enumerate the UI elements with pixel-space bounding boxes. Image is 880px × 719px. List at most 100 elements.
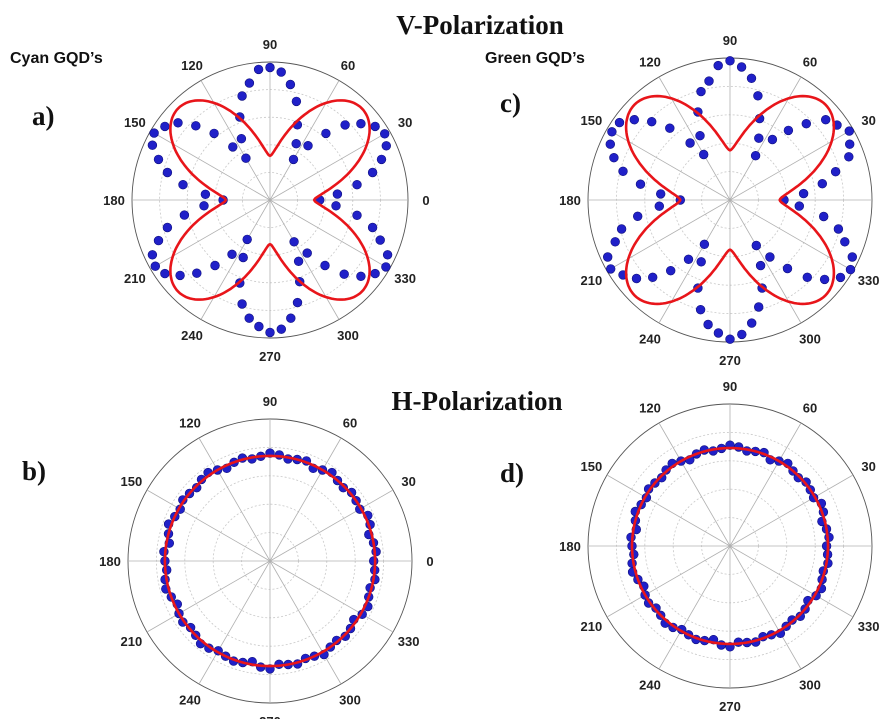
angle-tick-label: 180 <box>559 193 581 208</box>
data-point <box>840 237 850 247</box>
angle-spoke <box>658 422 731 547</box>
angle-tick-label: 0 <box>426 554 433 569</box>
data-point <box>356 118 366 129</box>
data-point <box>237 91 247 101</box>
data-point <box>725 334 735 344</box>
angle-tick-label: 300 <box>337 328 359 343</box>
data-point <box>798 188 809 199</box>
angle-spoke <box>269 560 394 633</box>
data-point <box>160 121 170 132</box>
fit-curve <box>169 99 371 301</box>
angle-tick-label: 120 <box>639 54 661 69</box>
data-point <box>737 329 747 340</box>
data-point <box>847 252 857 262</box>
data-point <box>352 180 362 190</box>
data-point <box>370 121 380 132</box>
data-point <box>265 327 275 338</box>
data-point <box>238 252 248 263</box>
data-point <box>631 273 642 284</box>
data-point <box>767 134 778 145</box>
angle-tick-label: 0 <box>422 193 429 208</box>
data-point <box>750 151 761 161</box>
data-point <box>367 167 378 178</box>
data-point <box>236 134 247 144</box>
data-point <box>632 211 643 222</box>
data-point <box>228 142 238 152</box>
data-point <box>819 274 830 285</box>
data-point <box>736 62 747 72</box>
data-point <box>265 62 275 73</box>
angle-spoke <box>269 489 394 562</box>
data-point <box>818 211 829 222</box>
fit-curve <box>630 446 830 646</box>
data-point <box>381 262 391 272</box>
data-point <box>830 167 841 177</box>
data-point <box>153 235 164 246</box>
angle-spoke <box>200 199 271 320</box>
data-point <box>381 141 391 151</box>
fit-curve <box>163 454 377 668</box>
data-point <box>340 120 350 130</box>
data-point <box>291 139 301 149</box>
angle-tick-label: 270 <box>259 349 281 364</box>
data-point <box>655 189 666 199</box>
angle-tick-label: 120 <box>179 415 201 430</box>
angle-tick-label: 60 <box>803 400 817 415</box>
data-point <box>321 128 331 139</box>
angle-tick-label: 60 <box>803 54 817 69</box>
data-point <box>162 167 173 178</box>
angle-tick-label: 210 <box>124 271 146 286</box>
angle-spoke <box>146 560 271 633</box>
data-point <box>369 556 379 566</box>
data-point <box>746 73 757 84</box>
angle-spoke <box>606 545 731 618</box>
sample-label-cyan: Cyan GQD’s <box>10 50 103 67</box>
fit-curve <box>624 94 836 306</box>
data-point <box>162 222 173 233</box>
data-point <box>685 138 695 148</box>
data-point <box>802 272 812 282</box>
sample-label-green: Green GQD’s <box>485 50 585 67</box>
data-point <box>339 269 349 279</box>
data-point <box>783 125 794 136</box>
data-point <box>610 237 620 247</box>
data-point <box>380 129 390 139</box>
angle-spoke <box>658 545 731 670</box>
angle-spoke <box>198 437 271 562</box>
data-point <box>605 264 616 274</box>
angle-spoke <box>269 199 340 320</box>
data-point <box>751 240 761 251</box>
data-point <box>293 256 304 266</box>
angle-tick-label: 120 <box>181 58 203 73</box>
data-point <box>332 189 343 199</box>
data-point <box>698 149 709 160</box>
data-point <box>254 321 264 332</box>
data-point <box>153 154 164 165</box>
data-point <box>375 235 385 245</box>
data-point <box>753 302 764 312</box>
angle-tick-label: 60 <box>343 415 357 430</box>
angle-tick-label: 30 <box>861 459 875 474</box>
data-point <box>704 76 714 86</box>
data-point <box>820 114 831 125</box>
data-point <box>616 224 627 234</box>
angle-tick-label: 90 <box>723 379 737 394</box>
angle-tick-label: 270 <box>719 699 741 714</box>
data-point <box>618 166 628 177</box>
data-point <box>782 263 793 274</box>
data-point <box>801 118 811 129</box>
data-point <box>713 60 723 71</box>
angle-spoke <box>729 545 802 670</box>
data-point <box>725 56 735 66</box>
data-point <box>179 210 190 220</box>
data-point <box>833 224 844 234</box>
data-point <box>244 78 255 88</box>
angle-tick-label: 240 <box>639 678 661 693</box>
data-point <box>695 305 706 315</box>
data-point <box>607 127 617 137</box>
data-point <box>302 248 312 258</box>
data-point <box>253 64 264 75</box>
data-point <box>192 483 202 493</box>
data-point <box>629 114 639 125</box>
data-point <box>765 252 775 262</box>
